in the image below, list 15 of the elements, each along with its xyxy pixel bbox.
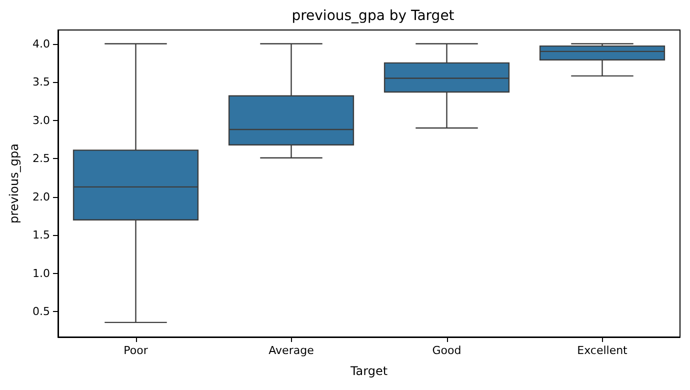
x-tick-label: Excellent: [577, 344, 628, 357]
x-tick-label: Average: [268, 344, 314, 357]
y-tick-label: 1.0: [32, 266, 50, 280]
chart-title: previous_gpa by Target: [292, 8, 455, 24]
y-tick-label: 0.5: [32, 305, 50, 318]
y-tick-label: 2.5: [32, 152, 50, 166]
x-tick-label: Poor: [124, 344, 148, 357]
x-axis-title: Target: [349, 364, 388, 378]
x-tick-label: Good: [432, 344, 462, 357]
y-tick-label: 1.5: [32, 228, 50, 242]
y-tick-label: 3.5: [32, 76, 50, 89]
y-tick-label: 2.0: [32, 190, 50, 204]
y-axis-title: previous_gpa: [7, 144, 21, 224]
y-tick-label: 4.0: [32, 37, 50, 50]
y-tick-label: 3.0: [32, 114, 50, 127]
